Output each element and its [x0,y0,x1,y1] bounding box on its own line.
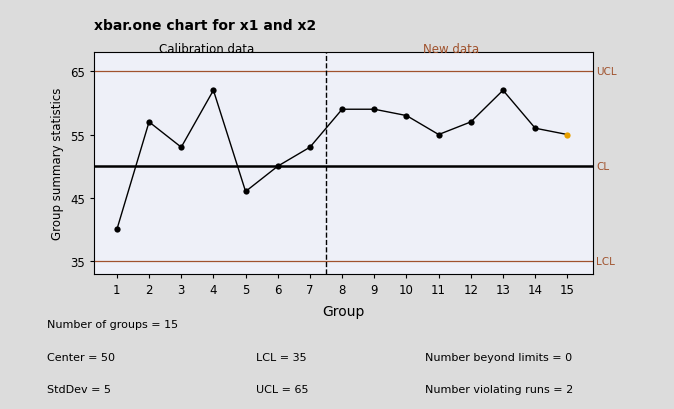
Text: Center = 50: Center = 50 [47,352,115,362]
Text: Calibration data: Calibration data [159,43,255,56]
Text: xbar.one chart for x1 and x2: xbar.one chart for x1 and x2 [94,19,317,33]
X-axis label: Group: Group [323,304,365,318]
Text: Number violating runs = 2: Number violating runs = 2 [425,384,573,394]
Text: LCL: LCL [596,256,615,266]
Text: Number of groups = 15: Number of groups = 15 [47,319,179,329]
Text: New data: New data [423,43,480,56]
Text: LCL = 35: LCL = 35 [256,352,307,362]
Text: StdDev = 5: StdDev = 5 [47,384,111,394]
Text: UCL: UCL [596,67,617,77]
Y-axis label: Group summary statistics: Group summary statistics [51,88,63,240]
Text: UCL = 65: UCL = 65 [256,384,309,394]
Text: CL: CL [596,162,609,172]
Text: Number beyond limits = 0: Number beyond limits = 0 [425,352,572,362]
